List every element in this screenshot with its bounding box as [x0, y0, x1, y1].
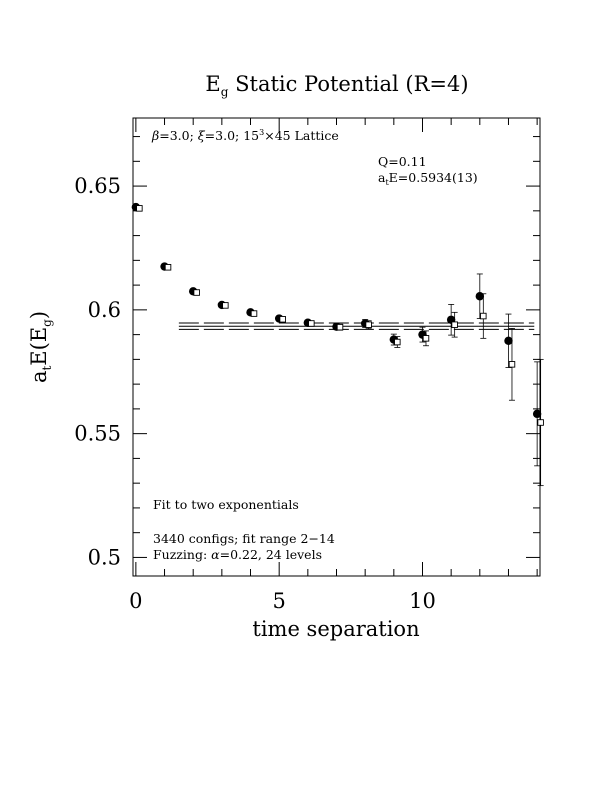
fuzzing-pre: Fuzzing: [153, 547, 211, 562]
data-point-circle [475, 292, 485, 301]
lattice-beta-val: =3.0; [159, 128, 198, 143]
y-tick-label: 0.65 [74, 174, 121, 198]
data-point-square [508, 361, 516, 368]
data-point-square [537, 419, 544, 426]
ylabel-close: ) [27, 311, 51, 319]
data-point-square [279, 316, 286, 323]
x-tick-label: 10 [409, 589, 436, 613]
data-point-square [480, 312, 487, 320]
ylabel-g: g [40, 319, 54, 327]
fuzzing-annotation: Fuzzing: α=0.22, 24 levels [153, 547, 322, 562]
y-tick-label: 0.5 [88, 545, 121, 569]
y-tick-label: 0.55 [74, 422, 121, 446]
lattice-beta: β [151, 128, 159, 143]
title-sub: g [221, 85, 229, 99]
lattice-xi: ξ [198, 128, 206, 143]
data-point-circle [532, 409, 542, 419]
data-point-square [422, 335, 430, 342]
energy-annotation: atE=0.5934(13) [378, 170, 478, 187]
y-axis-label: atE(Eg) [27, 311, 54, 383]
lattice-rest: ×45 Lattice [264, 128, 339, 143]
data-point-square [308, 320, 315, 327]
energy-rest: E=0.5934(13) [389, 170, 478, 185]
data-point-square [164, 264, 172, 271]
x-axis-label: time separation [252, 617, 419, 641]
data-point-square [394, 338, 401, 346]
configs-annotation: 3440 configs; fit range 2−14 [153, 531, 335, 546]
title-main: E [205, 72, 220, 96]
ylabel-a: a [27, 371, 51, 384]
fit-type-annotation: Fit to two exponentials [153, 497, 299, 512]
ylabel-mid: E(E [27, 327, 51, 366]
q-annotation: Q=0.11 [378, 154, 427, 169]
fit-band [178, 322, 535, 330]
data-point-square [222, 302, 229, 309]
energy-t: t [385, 178, 389, 187]
data-series [131, 202, 544, 487]
data-point-square [136, 205, 143, 212]
energy-a: a [378, 170, 386, 185]
data-point-square [250, 310, 258, 317]
data-point-square [451, 321, 458, 328]
fuzzing-rest: =0.22, 24 levels [220, 547, 322, 562]
data-point-square [336, 323, 344, 331]
axis-tick-labels: 0 5 10 0.5 0.55 0.6 0.65 [74, 174, 436, 613]
ylabel-t: t [40, 366, 54, 371]
lattice-xi-val: =3.0; 15 [205, 128, 259, 143]
x-tick-label: 0 [129, 589, 142, 613]
data-point-square [365, 321, 372, 328]
data-point-square [193, 289, 200, 296]
title-rest: Static Potential (R=4) [228, 72, 468, 96]
fuzzing-alpha: α [211, 547, 220, 562]
chart-title: Eg Static Potential (R=4) [205, 72, 468, 99]
lattice-cube: 3 [259, 128, 264, 137]
data-point-circle [504, 336, 513, 346]
y-tick-label: 0.6 [88, 298, 121, 322]
x-tick-label: 5 [272, 589, 285, 613]
lattice-annotation: β=3.0; ξ=3.0; 153×45 Lattice [151, 128, 339, 143]
